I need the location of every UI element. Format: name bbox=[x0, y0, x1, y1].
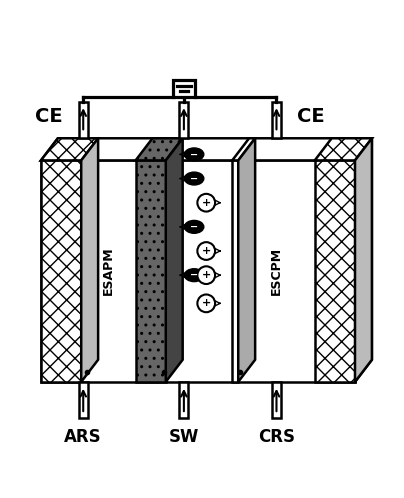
Bar bbox=[272, 102, 281, 138]
Bar bbox=[41, 160, 81, 382]
Text: −: − bbox=[190, 173, 198, 184]
Text: CRS: CRS bbox=[258, 428, 295, 446]
Polygon shape bbox=[232, 138, 255, 160]
Bar bbox=[136, 160, 166, 382]
Text: ESAPM: ESAPM bbox=[102, 247, 115, 295]
Ellipse shape bbox=[185, 269, 204, 281]
Circle shape bbox=[198, 266, 215, 284]
Polygon shape bbox=[41, 138, 98, 160]
Text: ARS: ARS bbox=[64, 428, 102, 446]
Polygon shape bbox=[81, 138, 98, 382]
Text: SW: SW bbox=[169, 428, 199, 446]
Polygon shape bbox=[355, 138, 372, 382]
Ellipse shape bbox=[185, 148, 204, 161]
Bar bbox=[179, 382, 188, 418]
Polygon shape bbox=[355, 138, 372, 382]
Bar bbox=[315, 160, 355, 382]
Text: −: − bbox=[190, 149, 198, 159]
Bar bbox=[41, 160, 355, 382]
Bar bbox=[272, 382, 281, 418]
Circle shape bbox=[198, 194, 215, 212]
Bar bbox=[179, 102, 188, 138]
Circle shape bbox=[198, 294, 215, 312]
Bar bbox=[79, 382, 88, 418]
Ellipse shape bbox=[185, 221, 204, 233]
Polygon shape bbox=[238, 138, 255, 382]
Text: ESCPM: ESCPM bbox=[270, 247, 283, 295]
Circle shape bbox=[198, 242, 215, 260]
Text: +: + bbox=[202, 270, 211, 280]
Text: +: + bbox=[202, 198, 211, 208]
Polygon shape bbox=[41, 138, 372, 160]
Polygon shape bbox=[315, 138, 372, 160]
Text: CE: CE bbox=[35, 107, 63, 125]
Text: +: + bbox=[202, 246, 211, 256]
Ellipse shape bbox=[185, 172, 204, 185]
Text: +: + bbox=[202, 298, 211, 308]
Polygon shape bbox=[166, 138, 183, 382]
Text: −: − bbox=[190, 222, 198, 232]
Bar bbox=[79, 102, 88, 138]
Bar bbox=[232, 160, 238, 382]
Text: −: − bbox=[190, 270, 198, 280]
Bar bbox=[173, 80, 195, 97]
Polygon shape bbox=[136, 138, 183, 160]
Text: CE: CE bbox=[297, 107, 325, 125]
